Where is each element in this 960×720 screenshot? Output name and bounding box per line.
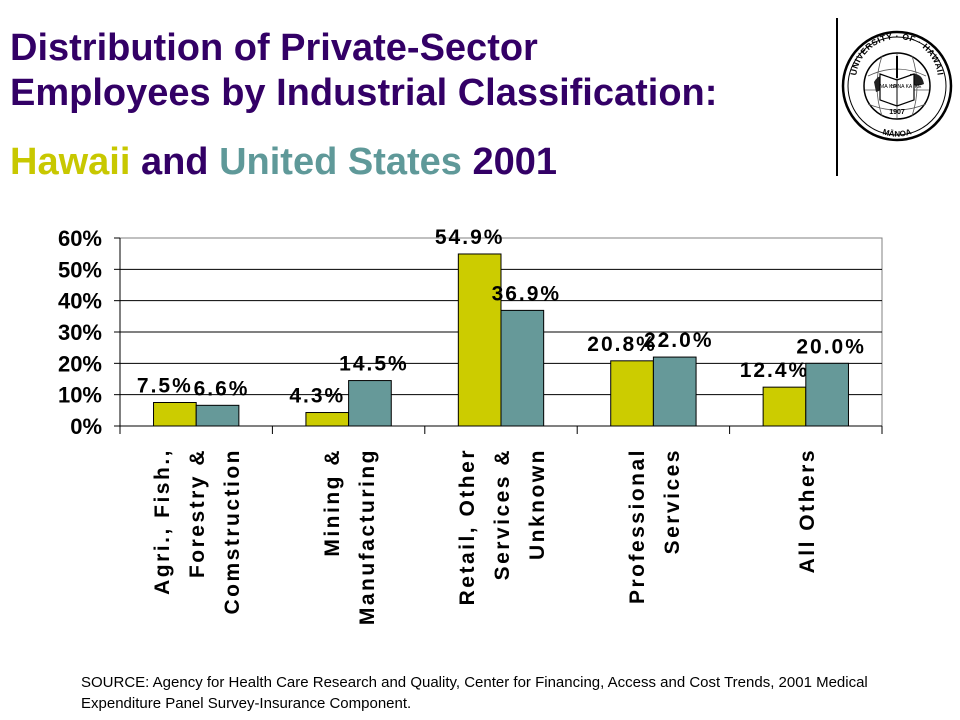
university-seal-logo: UNIVERSITY · OF · HAWAII MĀNOA MA KA HAN… [841, 30, 953, 142]
bar-us [348, 380, 392, 427]
y-tick-label: 60% [58, 226, 102, 251]
subtitle-year: 2001 [472, 141, 558, 183]
bar-us [805, 362, 849, 427]
title-line-1: Distribution of Private-Sector [10, 27, 538, 69]
bar-us [500, 309, 545, 427]
seal-book-right: HANA KA IKE [891, 84, 923, 90]
category-label: Manufacturing [356, 448, 379, 625]
source-note: SOURCE: Agency for Health Care Research … [81, 674, 868, 712]
category-label: Comstruction [221, 448, 244, 615]
data-label: 20.0% [796, 335, 866, 358]
y-tick-label: 0% [70, 414, 102, 439]
y-tick-label: 30% [58, 320, 102, 345]
bar-hawaii [153, 402, 197, 427]
chart-title: Distribution of Private-Sector Employees… [10, 26, 717, 116]
bar-hawaii [610, 360, 654, 427]
y-tick-label: 50% [58, 257, 102, 282]
subtitle-and: and [140, 141, 209, 183]
data-label: 12.4% [740, 359, 810, 382]
title-line-2: Employees by Industrial Classification: [10, 72, 718, 114]
seal-year: 1907 [889, 109, 905, 116]
data-label: 22.0% [644, 329, 714, 352]
data-label: 6.6% [194, 377, 250, 400]
y-tick-label: 40% [58, 289, 102, 314]
data-label: 14.5% [339, 353, 409, 376]
category-label: Forestry & [186, 448, 209, 578]
bar-chart: 0% 10% 20% 30% 40% 50% 60% 7.5% 6.6% Agri., Fish.… [58, 226, 883, 625]
category-label: Agri., Fish., [151, 448, 174, 595]
data-label: 20.8% [587, 333, 657, 356]
y-tick-label: 20% [58, 351, 102, 376]
data-label: 7.5% [137, 375, 193, 398]
data-label: 36.9% [492, 282, 562, 305]
seal-bottom-text: MĀNOA [882, 127, 913, 138]
chart-subtitle: Hawaii and United States 2001 [10, 140, 557, 185]
data-label: 4.3% [289, 385, 345, 408]
category-label: All Others [796, 448, 819, 573]
seal-book-left: MA KA [880, 84, 897, 90]
category-label: Mining & [321, 448, 344, 557]
bar-hawaii [762, 386, 807, 427]
category-label: Services [661, 448, 684, 554]
data-label: 54.9% [435, 226, 505, 249]
svg-text:MĀNOA: MĀNOA [882, 127, 913, 138]
category-label: Retail, Other [456, 448, 479, 605]
category-label: Services & [491, 448, 514, 580]
category-label: Unknown [526, 448, 549, 560]
bar-hawaii [457, 253, 502, 427]
bar-hawaii [305, 412, 350, 427]
subtitle-hawaii: Hawaii [10, 141, 131, 183]
subtitle-us: United States [219, 141, 462, 183]
y-tick-label: 10% [58, 383, 102, 408]
category-label: Professional [626, 448, 649, 604]
title-divider [836, 18, 838, 176]
bar-us [195, 404, 240, 427]
bar-us [652, 356, 697, 427]
